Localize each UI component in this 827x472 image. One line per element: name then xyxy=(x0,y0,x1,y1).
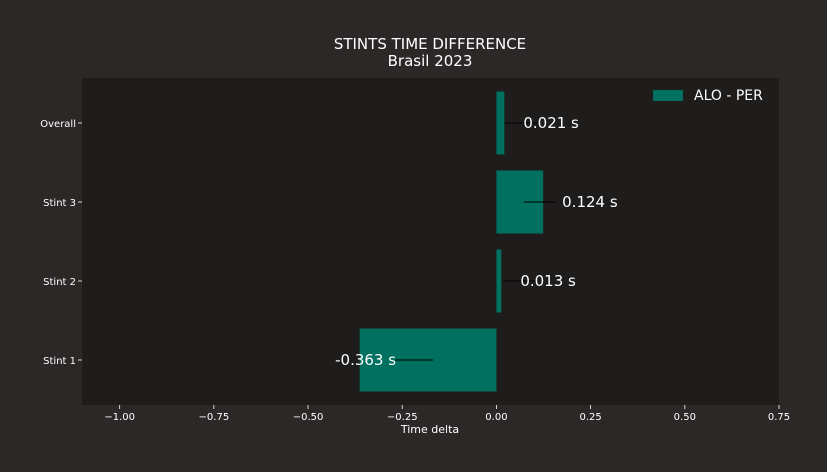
bar xyxy=(496,91,505,155)
x-tick-label: 0.25 xyxy=(579,412,601,423)
data-label: -0.363 s xyxy=(335,351,396,369)
legend: ALO - PER xyxy=(653,88,763,104)
x-tick-label: −0.75 xyxy=(199,412,230,423)
legend-swatch xyxy=(653,90,683,101)
y-tick-label: Stint 3 xyxy=(43,198,76,209)
x-tick-label: −1.00 xyxy=(104,412,135,423)
x-tick-label: 0.50 xyxy=(674,412,696,423)
y-tick-label: Stint 1 xyxy=(43,356,76,367)
x-axis-label: Time delta xyxy=(400,423,459,436)
y-tick-label: Stint 2 xyxy=(43,277,76,288)
bars-layer: -0.363 s 0.013 s 0.124 s 0.021 s xyxy=(335,91,618,392)
x-tick-label: −0.50 xyxy=(293,412,324,423)
x-tick-label: 0.00 xyxy=(485,412,507,423)
y-axis: Stint 1 Stint 2 Stint 3 Overall xyxy=(40,119,82,367)
y-tick-label: Overall xyxy=(40,119,76,130)
x-tick-label: 0.75 xyxy=(768,412,790,423)
data-label: 0.021 s xyxy=(523,114,579,132)
legend-label: ALO - PER xyxy=(694,88,763,104)
data-label: 0.013 s xyxy=(520,272,576,290)
data-label: 0.124 s xyxy=(562,193,618,211)
bar xyxy=(496,249,502,313)
x-tick-label: −0.25 xyxy=(387,412,418,423)
chart-subtitle: Brasil 2023 xyxy=(388,52,473,70)
x-axis: −1.00 −0.75 −0.50 −0.25 0.00 0.25 0.50 0.75 xyxy=(104,405,790,423)
chart-title: STINTS TIME DIFFERENCE xyxy=(334,35,526,53)
